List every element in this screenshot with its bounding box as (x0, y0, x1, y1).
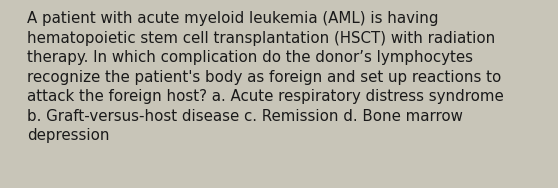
Text: A patient with acute myeloid leukemia (AML) is having
hematopoietic stem cell tr: A patient with acute myeloid leukemia (A… (27, 11, 504, 143)
